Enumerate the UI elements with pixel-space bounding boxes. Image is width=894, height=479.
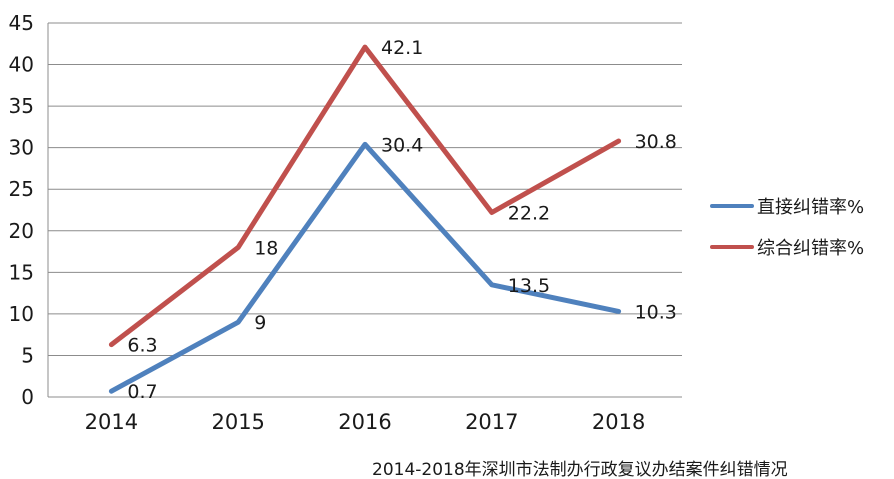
legend-label-direct: 直接纠错率% bbox=[757, 197, 865, 218]
legend-swatch-direct bbox=[710, 204, 754, 208]
x-axis-label: 2018 bbox=[592, 410, 645, 434]
series-line-0 bbox=[108, 141, 622, 394]
y-tick-label: 35 bbox=[9, 94, 34, 118]
y-tick-label: 0 bbox=[21, 385, 34, 409]
y-tick-label: 20 bbox=[9, 219, 34, 243]
x-axis-label: 2015 bbox=[211, 410, 264, 434]
data-label: 22.2 bbox=[508, 202, 550, 224]
data-label: 30.8 bbox=[635, 131, 677, 153]
legend: 直接纠错率% 综合纠错率% bbox=[710, 193, 864, 260]
x-axis-label: 2017 bbox=[465, 410, 518, 434]
data-label: 0.7 bbox=[127, 381, 157, 403]
data-label: 13.5 bbox=[508, 275, 550, 297]
series-line-1 bbox=[108, 44, 622, 348]
data-label: 30.4 bbox=[381, 134, 423, 156]
y-tick-label: 45 bbox=[9, 11, 34, 35]
y-tick-label: 25 bbox=[9, 177, 34, 201]
x-axis-label: 2014 bbox=[85, 410, 138, 434]
chart-title: 2014-2018年深圳市法制办行政复议办结案件纠错情况 bbox=[372, 460, 788, 479]
legend-swatch-composite bbox=[710, 245, 754, 249]
data-label: 18 bbox=[254, 237, 278, 259]
data-label: 6.3 bbox=[127, 335, 157, 357]
y-tick-label: 5 bbox=[21, 343, 34, 367]
y-tick-label: 30 bbox=[9, 136, 34, 160]
legend-entry-direct: 直接纠错率% bbox=[710, 193, 864, 219]
y-tick-label: 40 bbox=[9, 53, 34, 77]
data-label: 9 bbox=[254, 312, 266, 334]
data-label: 10.3 bbox=[635, 301, 677, 323]
legend-label-composite: 综合纠错率% bbox=[757, 238, 865, 259]
x-axis-label: 2016 bbox=[338, 410, 391, 434]
y-tick-label: 15 bbox=[9, 260, 34, 284]
y-tick-label: 10 bbox=[9, 302, 34, 326]
data-label: 42.1 bbox=[381, 37, 423, 59]
legend-entry-composite: 综合纠错率% bbox=[710, 234, 864, 260]
